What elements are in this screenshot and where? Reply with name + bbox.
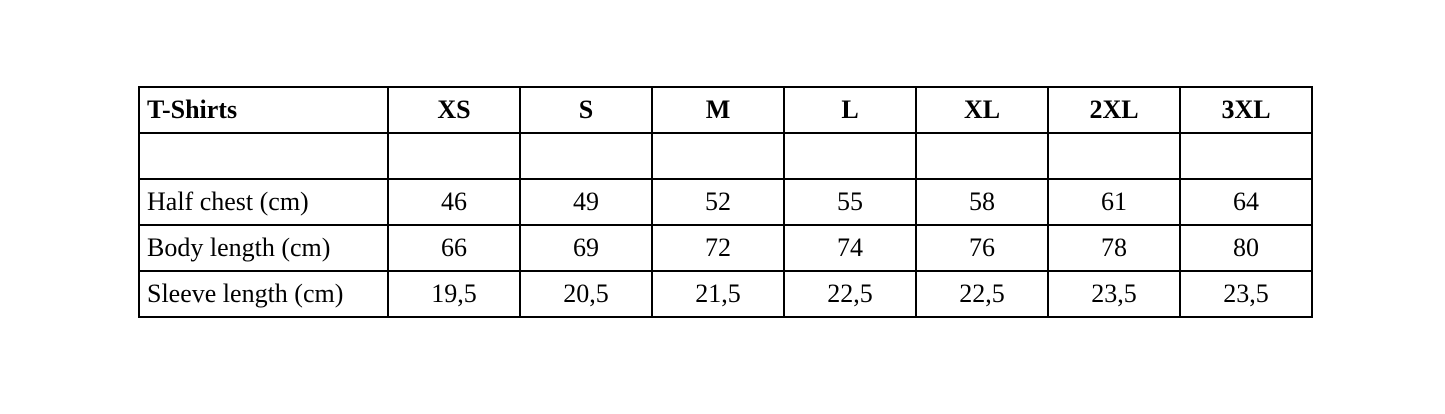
row-label-cell (138, 132, 389, 180)
value-cell: 58 (915, 178, 1049, 226)
header-cell: M (651, 86, 785, 134)
value-cell: 64 (1179, 178, 1313, 226)
value-cell: 52 (651, 178, 785, 226)
value-cell: 66 (387, 224, 521, 272)
value-cell: 20,5 (519, 270, 653, 318)
value-cell: 78 (1047, 224, 1181, 272)
header-cell: T-Shirts (138, 86, 389, 134)
value-cell: 55 (783, 178, 917, 226)
value-cell: 72 (651, 224, 785, 272)
row-label-cell: Body length (cm) (138, 224, 389, 272)
header-cell: XL (915, 86, 1049, 134)
table-row: Half chest (cm) 46 49 52 55 58 61 64 (138, 178, 1313, 226)
table-row: Body length (cm) 66 69 72 74 76 78 80 (138, 224, 1313, 272)
value-cell: 69 (519, 224, 653, 272)
table-row (138, 132, 1313, 180)
value-cell: 23,5 (1179, 270, 1313, 318)
value-cell (1179, 132, 1313, 180)
value-cell (387, 132, 521, 180)
value-cell: 22,5 (783, 270, 917, 318)
header-cell: 3XL (1179, 86, 1313, 134)
header-row: T-Shirts XS S M L XL 2XL 3XL (138, 86, 1313, 134)
row-label-cell: Sleeve length (cm) (138, 270, 389, 318)
value-cell: 46 (387, 178, 521, 226)
header-cell: S (519, 86, 653, 134)
header-cell: XS (387, 86, 521, 134)
size-chart-table: T-Shirts XS S M L XL 2XL 3XL Half chest … (138, 86, 1313, 318)
value-cell: 21,5 (651, 270, 785, 318)
row-label-cell: Half chest (cm) (138, 178, 389, 226)
value-cell (519, 132, 653, 180)
header-cell: 2XL (1047, 86, 1181, 134)
value-cell (783, 132, 917, 180)
value-cell: 19,5 (387, 270, 521, 318)
value-cell: 74 (783, 224, 917, 272)
value-cell: 22,5 (915, 270, 1049, 318)
value-cell (651, 132, 785, 180)
value-cell (915, 132, 1049, 180)
value-cell (1047, 132, 1181, 180)
value-cell: 23,5 (1047, 270, 1181, 318)
value-cell: 49 (519, 178, 653, 226)
header-cell: L (783, 86, 917, 134)
value-cell: 80 (1179, 224, 1313, 272)
value-cell: 61 (1047, 178, 1181, 226)
value-cell: 76 (915, 224, 1049, 272)
table-row: Sleeve length (cm) 19,5 20,5 21,5 22,5 22,5 23… (138, 270, 1313, 318)
